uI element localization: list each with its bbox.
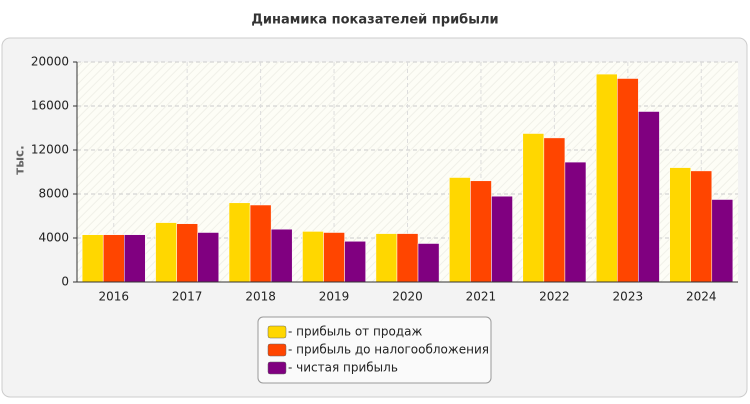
bar bbox=[617, 78, 639, 283]
bar bbox=[638, 111, 660, 283]
bar bbox=[228, 202, 251, 283]
chart-title: Динамика показателей прибыли bbox=[251, 13, 498, 28]
bar bbox=[176, 223, 198, 283]
bar bbox=[249, 204, 272, 283]
x-tick-label: 2022 bbox=[539, 290, 570, 304]
x-tick-label: 2020 bbox=[392, 290, 423, 304]
bar bbox=[155, 222, 177, 283]
bar bbox=[123, 234, 146, 283]
bar bbox=[102, 234, 125, 283]
y-axis-label: тыс. bbox=[13, 145, 27, 174]
x-tick-label: 2023 bbox=[613, 290, 644, 304]
bar bbox=[396, 233, 419, 283]
legend-label: - прибыль от продаж bbox=[288, 325, 422, 339]
bar bbox=[449, 177, 471, 283]
y-tick-label: 4000 bbox=[38, 231, 69, 245]
bar bbox=[302, 231, 324, 283]
bar bbox=[375, 233, 398, 283]
y-tick-label: 20000 bbox=[31, 55, 69, 69]
legend-swatch bbox=[267, 325, 287, 339]
bar bbox=[669, 167, 692, 283]
x-tick-label: 2019 bbox=[319, 290, 350, 304]
y-tick-label: 8000 bbox=[38, 187, 69, 201]
bar bbox=[522, 133, 545, 283]
bar bbox=[270, 228, 293, 283]
legend-swatch bbox=[267, 343, 287, 357]
legend-label: - прибыль до налогообложения bbox=[288, 343, 489, 357]
bar bbox=[690, 170, 713, 283]
bar bbox=[417, 243, 440, 283]
bar bbox=[543, 137, 566, 283]
bar bbox=[344, 241, 366, 283]
y-tick-label: 0 bbox=[61, 275, 69, 289]
bar bbox=[323, 232, 345, 283]
x-tick-label: 2024 bbox=[686, 290, 717, 304]
x-tick-label: 2021 bbox=[466, 290, 497, 304]
bar bbox=[81, 234, 104, 283]
x-tick-label: 2016 bbox=[98, 290, 129, 304]
bar bbox=[470, 180, 492, 283]
legend bbox=[257, 316, 492, 384]
x-tick-label: 2017 bbox=[172, 290, 203, 304]
y-tick-label: 12000 bbox=[31, 143, 69, 157]
bar bbox=[491, 195, 513, 283]
y-tick-label: 16000 bbox=[31, 99, 69, 113]
bar bbox=[564, 161, 587, 283]
bar bbox=[197, 232, 219, 283]
legend-label: - чистая прибыль bbox=[288, 361, 398, 375]
bar bbox=[711, 199, 734, 283]
x-tick-label: 2018 bbox=[245, 290, 276, 304]
legend-swatch bbox=[267, 361, 287, 375]
bar bbox=[596, 73, 618, 283]
